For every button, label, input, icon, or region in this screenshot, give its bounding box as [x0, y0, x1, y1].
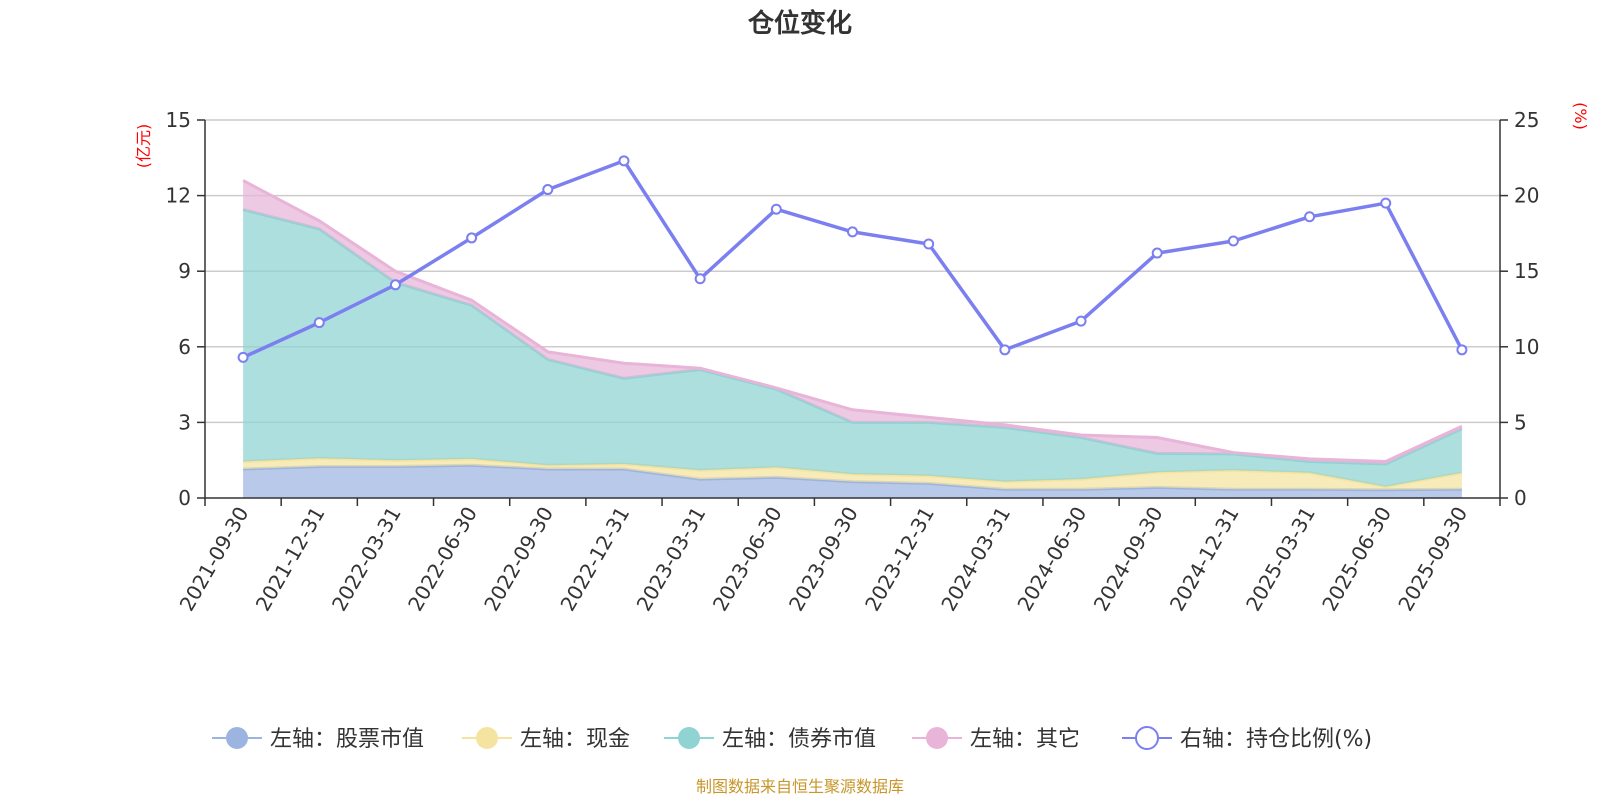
chart-title: 仓位变化: [747, 8, 852, 39]
left-tick-label: 12: [166, 184, 191, 208]
x-tick-label: 2021-12-31: [251, 503, 330, 616]
position-ratio-point: [770, 203, 782, 215]
right-tick-label: 15: [1514, 259, 1539, 283]
position-ratio-point: [999, 344, 1011, 356]
x-tick-label: 2024-09-30: [1089, 503, 1168, 616]
position-ratio-point: [313, 317, 325, 329]
right-tick-label: 0: [1514, 486, 1527, 510]
left-tick-label: 15: [166, 108, 191, 132]
legend-label: 左轴：其它: [970, 727, 1080, 752]
position-ratio-point: [1227, 235, 1239, 247]
legend-label: 左轴：现金: [520, 727, 630, 752]
legend-item-0[interactable]: 左轴：股票市值: [212, 727, 424, 752]
legend-marker: [226, 727, 248, 749]
position-ratio-point: [847, 226, 858, 238]
area-edge-3: [242, 179, 1463, 464]
position-ratio-point: [694, 273, 706, 285]
legend-marker: [678, 727, 700, 749]
x-tick-label: 2024-06-30: [1012, 503, 1091, 616]
position-ratio-point: [1456, 344, 1468, 356]
position-ratio-point: [1075, 315, 1087, 327]
line-series: [237, 155, 1468, 363]
position-ratio-point: [466, 232, 478, 244]
right-axis-unit: (%): [1571, 102, 1590, 130]
x-tick-label: 2025-03-31: [1241, 503, 1320, 616]
legend-item-4[interactable]: 右轴：持仓比例(%): [1122, 726, 1372, 752]
x-tick-label: 2024-03-31: [936, 503, 1015, 616]
position-ratio-point: [389, 279, 401, 291]
x-tick-label: 2022-09-30: [479, 503, 558, 616]
x-tick-label: 2022-06-30: [403, 503, 482, 616]
x-tick-label: 2023-06-30: [708, 503, 787, 616]
legend-marker: [926, 727, 948, 749]
legend: 左轴：股票市值 左轴：现金 左轴：债券市值 左轴：其它 右轴：持仓比例(%): [212, 726, 1372, 752]
position-ratio-point: [237, 351, 249, 363]
left-tick-label: 0: [178, 486, 191, 510]
legend-item-1[interactable]: 左轴：现金: [462, 727, 630, 752]
legend-label: 左轴：债券市值: [722, 727, 876, 752]
legend-item-3[interactable]: 左轴：其它: [912, 727, 1080, 752]
legend-item-2[interactable]: 左轴：债券市值: [664, 727, 876, 752]
x-tick-label: 2022-12-31: [555, 503, 634, 616]
x-tick-label: 2024-12-31: [1165, 503, 1244, 616]
x-tick-label: 2023-09-30: [784, 503, 863, 616]
x-tick-label: 2023-03-31: [632, 503, 711, 616]
x-tick-label: 2022-03-31: [327, 503, 406, 616]
legend-label: 左轴：股票市值: [270, 727, 424, 752]
left-tick-label: 6: [178, 335, 191, 359]
x-tick-label: 2023-12-31: [860, 503, 939, 616]
area-2: [243, 209, 1462, 487]
position-ratio-point: [1151, 247, 1163, 259]
data-source: 制图数据来自恒生聚源数据库: [696, 777, 904, 796]
position-ratio-point: [923, 238, 935, 250]
left-tick-label: 3: [178, 410, 191, 434]
area-series: [242, 179, 1463, 498]
x-tick-label: 2025-06-30: [1317, 503, 1396, 616]
x-tick-label: 2025-09-30: [1393, 503, 1472, 616]
position-ratio-point: [618, 155, 630, 167]
left-tick-label: 9: [178, 259, 191, 283]
right-tick-label: 5: [1514, 410, 1527, 434]
legend-marker: [476, 727, 498, 749]
position-ratio-point: [1380, 197, 1392, 209]
right-tick-label: 10: [1514, 335, 1539, 359]
right-tick-label: 20: [1514, 184, 1539, 208]
left-axis-unit: (亿元): [134, 124, 153, 169]
legend-label: 右轴：持仓比例(%): [1180, 727, 1372, 752]
legend-marker: [1135, 726, 1159, 750]
x-tick-label: 2021-09-30: [175, 503, 254, 616]
position-ratio-point: [1304, 211, 1316, 223]
position-ratio-point: [542, 184, 554, 196]
right-tick-label: 25: [1514, 108, 1539, 132]
